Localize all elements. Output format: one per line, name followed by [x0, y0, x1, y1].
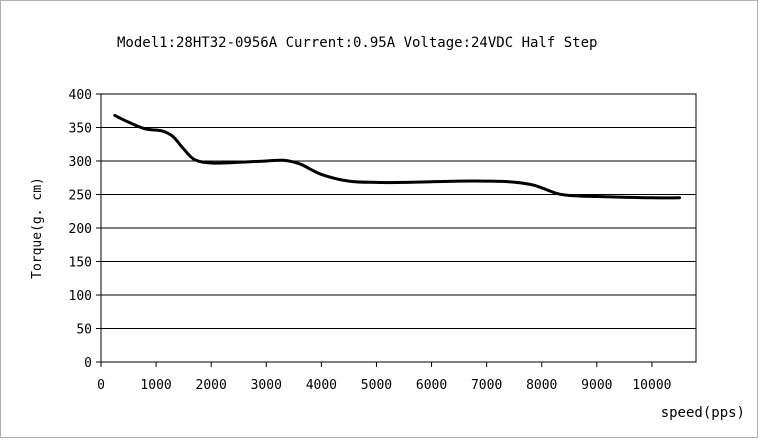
y-tick-label: 100: [69, 289, 92, 304]
x-tick-label: 6000: [416, 378, 447, 393]
x-axis-label: speed(pps): [661, 405, 745, 421]
x-tick-label: 3000: [251, 378, 282, 393]
y-tick-label: 50: [76, 323, 92, 338]
x-tick-label: 9000: [581, 378, 612, 393]
x-tick-label: 0: [97, 378, 105, 393]
x-axis: 0 1000 2000 3000 4000 5000 6000 7000 8000 9000 100…: [97, 362, 671, 393]
x-tick-label: 1000: [140, 378, 171, 393]
y-tick-label: 0: [84, 356, 92, 371]
x-tick-label: 8000: [526, 378, 557, 393]
series-line-torque: [113, 113, 681, 200]
y-tick-label: 350: [69, 122, 92, 137]
y-tick-label: 150: [69, 256, 92, 271]
x-tick-label: 2000: [196, 378, 227, 393]
x-tick-label: 5000: [361, 378, 392, 393]
y-axis-label: Torque(g. cm): [30, 177, 45, 279]
y-tick-label: 300: [69, 155, 92, 170]
y-axis: 0 50 100 150 200 250 300 350 400: [69, 88, 101, 371]
x-tick-label: 4000: [306, 378, 337, 393]
y-tick-label: 400: [69, 88, 92, 103]
x-tick-label: 7000: [471, 378, 502, 393]
x-tick-label: 10000: [632, 378, 671, 393]
y-tick-label: 250: [69, 189, 92, 204]
y-tick-label: 200: [69, 222, 92, 237]
chart-title: Model1:28HT32-0956A Current:0.95A Voltag…: [117, 35, 597, 51]
